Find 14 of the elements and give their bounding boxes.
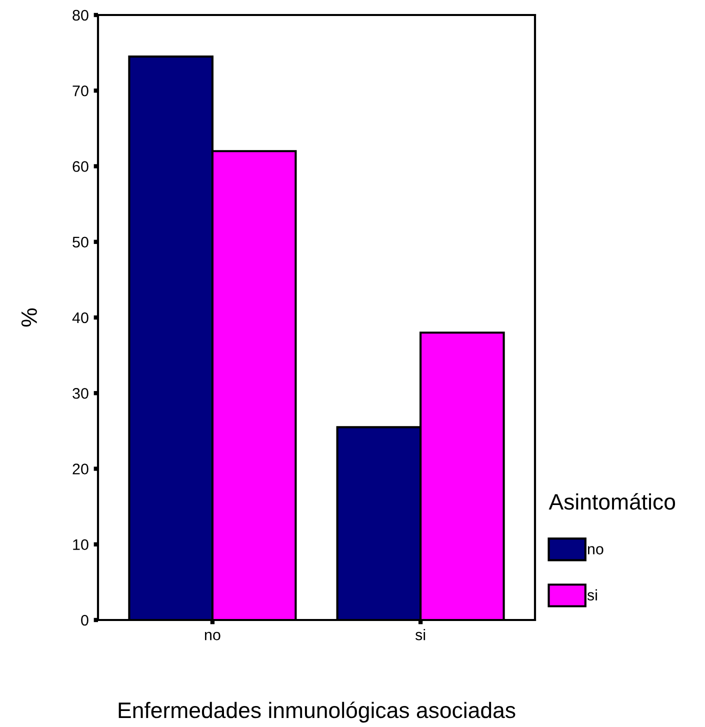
- x-axis-title: Enfermedades inmunológicas asociadas: [118, 702, 516, 723]
- y-tick-label: 30: [72, 388, 88, 399]
- y-tick-label: 70: [72, 85, 88, 96]
- y-tick-label: 10: [73, 539, 88, 550]
- legend-label: no: [588, 546, 604, 554]
- y-axis-title: %: [21, 308, 37, 327]
- y-tick-label: 20: [72, 464, 88, 474]
- y-tick-label: 50: [72, 236, 88, 248]
- y-tick-label: 40: [72, 312, 88, 324]
- y-tick-label: 80: [72, 10, 88, 21]
- y-tick-label: 0: [81, 614, 88, 626]
- legend-label: si: [587, 589, 597, 601]
- y-tick-label: 60: [72, 161, 88, 172]
- legend-title: Asintomático: [548, 493, 676, 510]
